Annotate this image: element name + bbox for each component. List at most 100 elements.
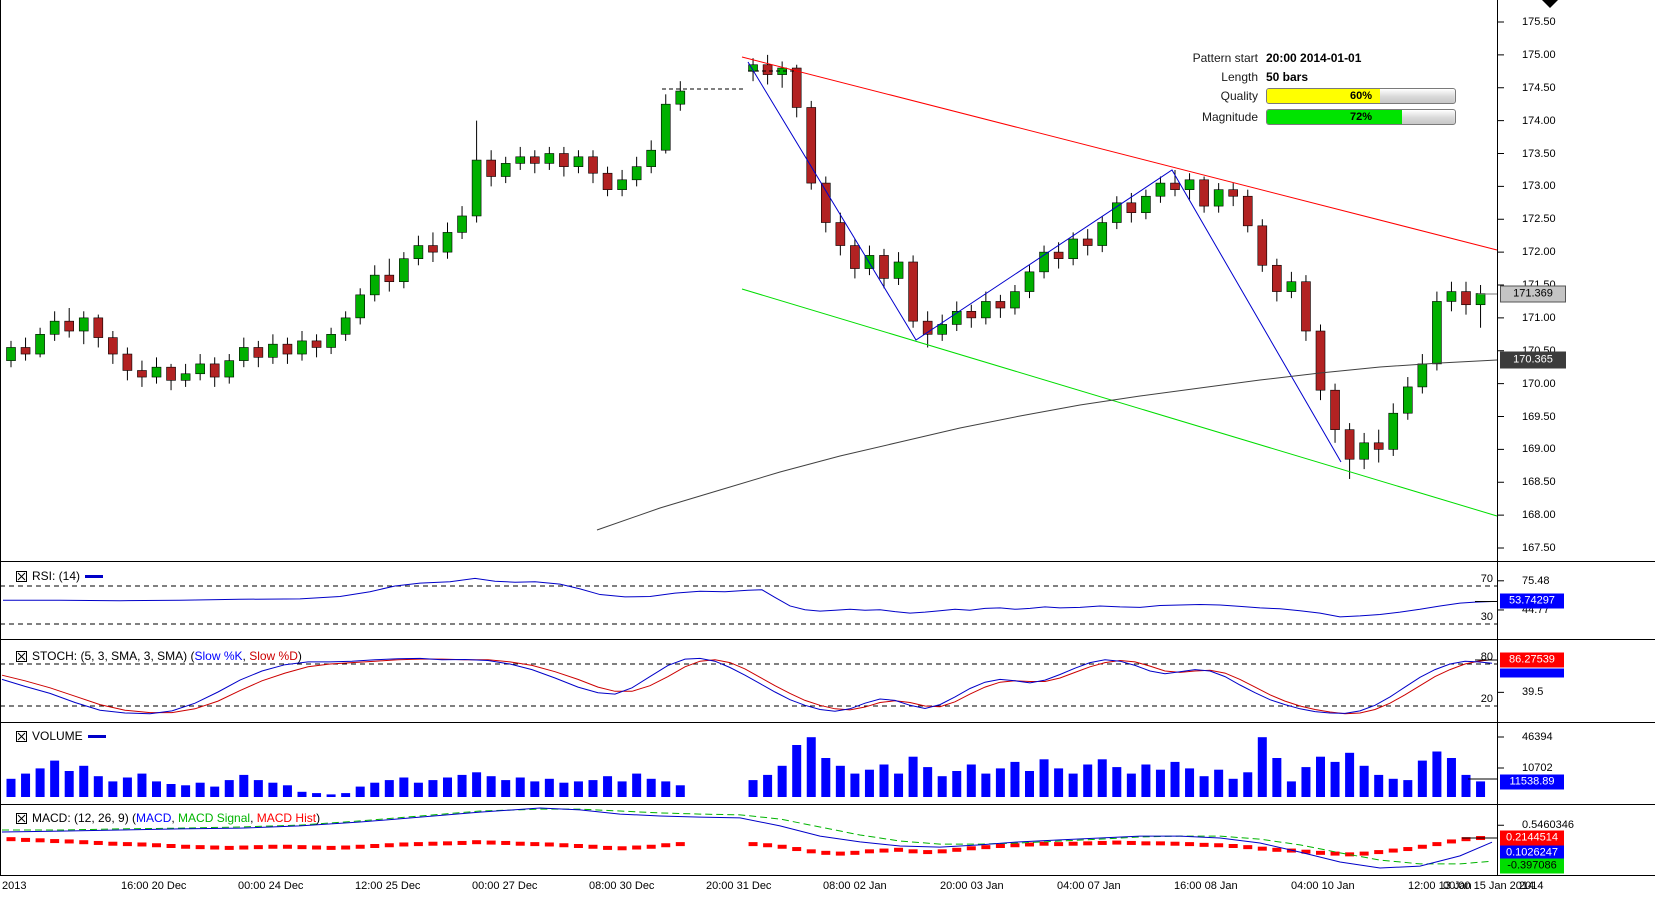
candle-down <box>1344 429 1355 460</box>
candle-down <box>995 301 1006 309</box>
candle-up <box>500 163 511 177</box>
volume-bar <box>1185 768 1195 797</box>
candle-down <box>966 310 977 319</box>
volume-bar <box>952 771 962 797</box>
volume-bar <box>995 768 1005 797</box>
pattern-length-value: 50 bars <box>1266 70 1309 84</box>
volume-bar <box>850 773 860 797</box>
candle-up <box>1184 179 1195 190</box>
candle-down <box>1242 195 1253 227</box>
macd-hist-bar <box>1155 841 1165 846</box>
volume-bar <box>6 778 16 797</box>
volume-bar <box>195 782 205 797</box>
volume-bar <box>210 786 220 797</box>
volume-bar <box>50 760 60 797</box>
volume-bar <box>181 785 191 797</box>
volume-bar <box>1112 767 1122 797</box>
volume-bar <box>1199 776 1209 797</box>
volume-bar <box>1243 772 1253 797</box>
volume-bar <box>821 758 831 797</box>
candle-down <box>588 156 598 174</box>
volume-bar <box>35 768 45 797</box>
macd-hist-bar <box>166 844 176 848</box>
zigzag-line[interactable] <box>747 61 1342 463</box>
candle-down <box>122 353 133 371</box>
candle-down <box>384 274 395 283</box>
candle-up <box>1417 363 1428 388</box>
candle-down <box>20 347 31 355</box>
candle-down <box>835 222 846 246</box>
candle-down <box>908 261 918 322</box>
price-tick-label: 174.50 <box>1522 81 1556 94</box>
macd-hist-bar <box>443 841 452 846</box>
candle-up <box>1388 412 1399 450</box>
candle-up <box>326 334 336 348</box>
volume-bar <box>1374 774 1384 797</box>
macd-hist-bar <box>995 844 1005 848</box>
candle-up <box>442 232 453 253</box>
volume-bar <box>1141 764 1151 797</box>
macd-hist-bar <box>1345 852 1355 857</box>
candle-down <box>1301 281 1311 332</box>
volume-tick-label: 10702 <box>1522 762 1553 774</box>
trendline-support[interactable] <box>741 288 1498 517</box>
price-tick-label: 167.50 <box>1522 542 1556 554</box>
candle-down <box>1053 251 1064 259</box>
time-axis-label: 08:00 30 Dec <box>589 880 655 892</box>
macd-hist-bar <box>603 845 613 850</box>
volume-bar <box>457 774 467 797</box>
candle-up <box>515 156 526 164</box>
volume-bar <box>1068 773 1078 797</box>
macd-hist-bar <box>559 843 569 848</box>
macd-hist-bar <box>1417 844 1427 849</box>
stoch-checkbox-icon[interactable] <box>16 650 27 662</box>
macd-hist-bar <box>1446 839 1456 844</box>
stoch-d-value-tag: 86.27539 <box>1500 652 1564 668</box>
volume-bar <box>966 764 976 797</box>
volume-bar <box>675 785 685 797</box>
macd-hist-bar <box>341 845 351 850</box>
pattern-length-label: Length <box>1221 70 1258 84</box>
volume-bar <box>239 774 249 797</box>
candle-down <box>209 363 220 378</box>
rsi-tick-label: 75.48 <box>1522 574 1550 587</box>
price-tick-label: 172.50 <box>1522 213 1556 226</box>
rsi-indicator-label[interactable]: RSI: (14) <box>16 568 104 584</box>
macd-hist-bar <box>981 845 991 850</box>
macd-hist-bar <box>632 845 642 850</box>
volume-bar <box>544 778 554 797</box>
candle-up <box>864 255 875 269</box>
volume-bar <box>443 777 452 797</box>
time-axis-label: 20:00 03 Jan <box>940 880 1004 892</box>
candle-up <box>1024 271 1035 292</box>
macd-hist-bar <box>152 843 161 848</box>
down-arrow-marker <box>1542 0 1558 8</box>
trendline-resistance[interactable] <box>741 56 1498 251</box>
candle-up <box>1141 195 1151 213</box>
pattern-start-label: Pattern start <box>1192 51 1258 65</box>
volume-bar <box>268 782 278 797</box>
rsi-value-tag: 53.74297 <box>1500 593 1564 609</box>
volume-bar <box>166 784 176 797</box>
stoch-indicator-label[interactable]: STOCH: (5, 3, SMA, 3, SMA) (Slow %K, Slo… <box>16 648 302 664</box>
candle-up <box>1359 442 1369 460</box>
macd-hist-bar <box>777 844 787 849</box>
macd-hist-bar <box>864 849 874 854</box>
macd-checkbox-icon[interactable] <box>16 812 27 824</box>
volume-bar <box>559 782 569 797</box>
macd-hist-bar <box>894 847 904 852</box>
quality-progress-fill <box>1267 89 1380 103</box>
volume-bar <box>312 793 322 797</box>
candle-up <box>617 179 627 190</box>
candle-up <box>399 258 409 283</box>
volume-checkbox-icon[interactable] <box>16 730 27 742</box>
volume-bar <box>501 780 511 797</box>
volume-label-text: VOLUME <box>32 729 83 743</box>
rsi-line-sample-icon <box>85 574 104 578</box>
rsi-checkbox-icon[interactable] <box>16 570 27 582</box>
macd-indicator-label[interactable]: MACD: (12, 26, 9) (MACD, MACD Signal, MA… <box>16 810 320 826</box>
label-segment: , <box>171 811 179 825</box>
macd-hist-bar <box>617 846 627 851</box>
volume-indicator-label[interactable]: VOLUME <box>16 728 106 744</box>
